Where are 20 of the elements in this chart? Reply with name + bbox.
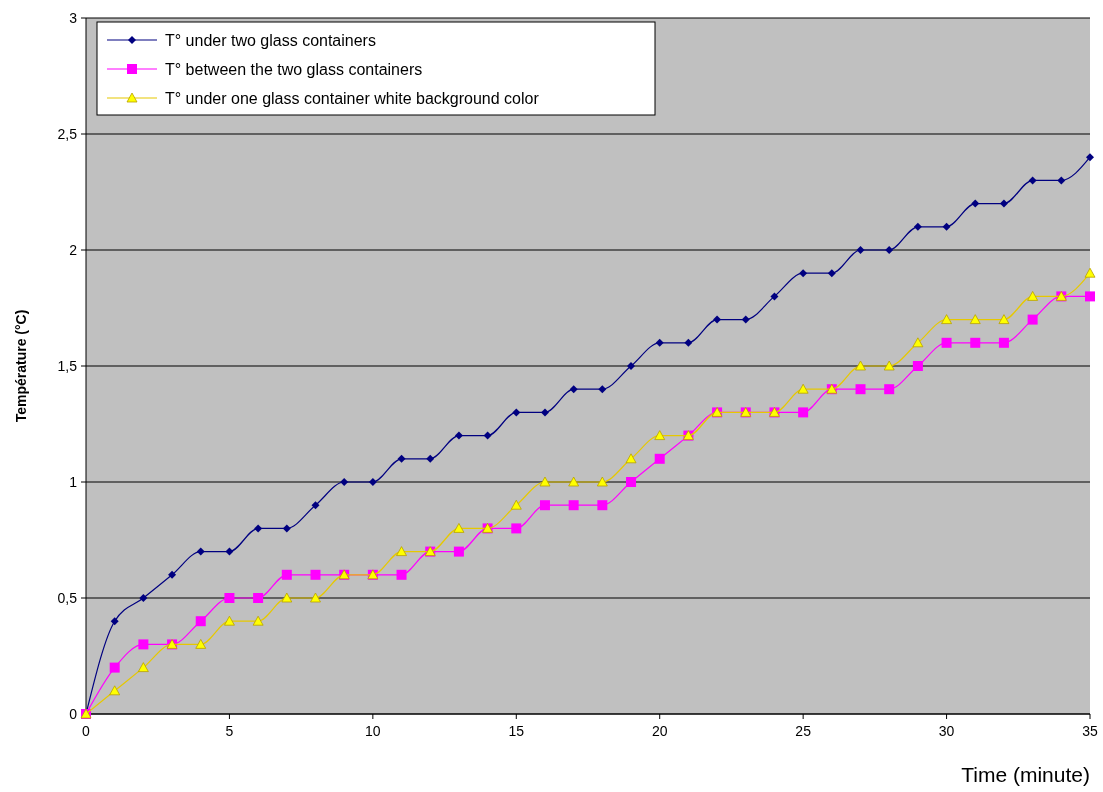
x-tick-label: 25: [795, 723, 812, 739]
x-tick-label: 5: [225, 723, 234, 739]
y-tick-label: 1: [69, 473, 78, 490]
legend-label: T° under one glass container white background color: [165, 89, 540, 107]
y-axis-title: Température (°C): [13, 309, 29, 423]
x-tick-label: 35: [1082, 723, 1098, 739]
y-tick-label: 1,5: [57, 357, 78, 374]
y-tick-label: 3: [69, 9, 78, 26]
x-axis-title: Time (minute): [961, 763, 1090, 786]
x-tick-label: 15: [508, 723, 525, 739]
legend-label: T° between the two glass containers: [165, 60, 423, 78]
y-tick-label: 0: [69, 705, 78, 722]
y-tick-label: 2: [69, 241, 78, 258]
legend-label: T° under two glass containers: [165, 31, 376, 49]
x-tick-label: 10: [365, 723, 381, 739]
y-tick-label: 2,5: [57, 125, 78, 142]
y-tick-label: 0,5: [57, 589, 78, 606]
x-tick-label: 0: [82, 723, 91, 739]
x-tick-label: 30: [938, 723, 955, 739]
x-tick-label: 20: [651, 723, 668, 739]
